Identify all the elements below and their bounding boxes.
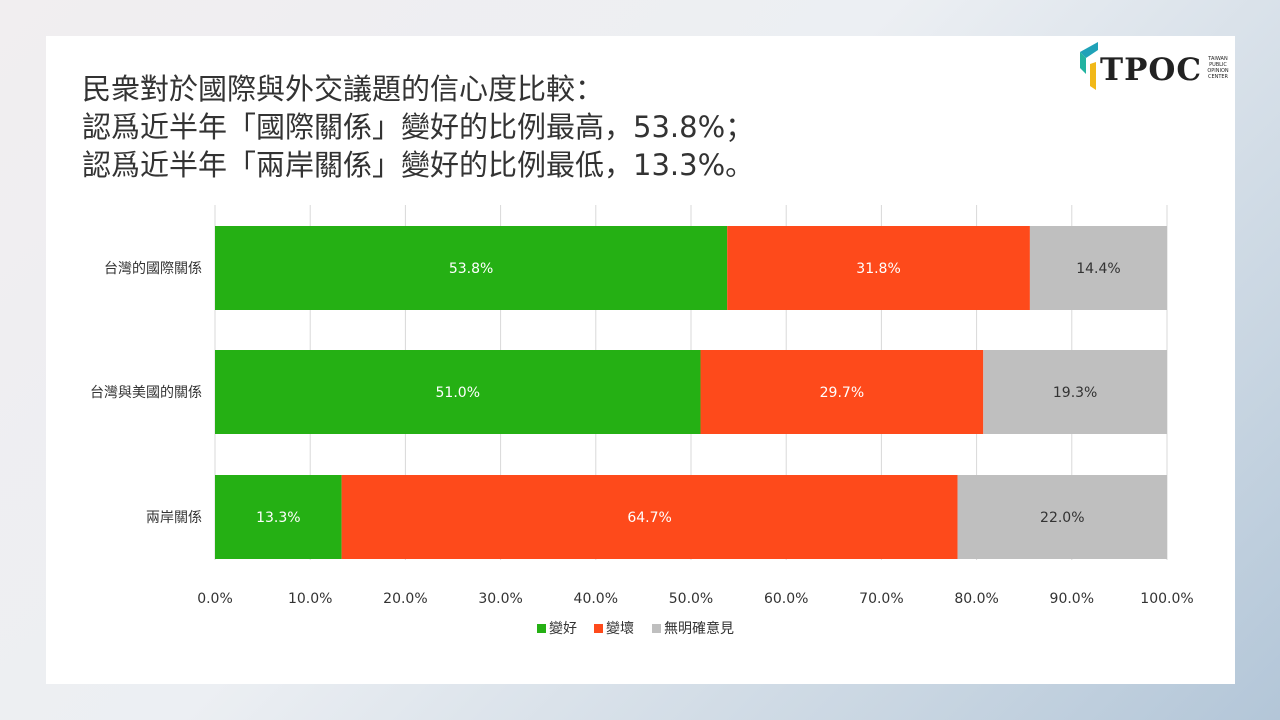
x-tick-label: 40.0% xyxy=(574,591,618,607)
logo-text: TPOC xyxy=(1100,52,1203,88)
data-label: 19.3% xyxy=(1053,385,1097,401)
bar-segment xyxy=(1029,226,1167,310)
legend-label: 無明確意見 xyxy=(664,620,734,637)
title-line-1: 民衆對於國際與外交議題的信心度比較： xyxy=(82,72,605,106)
tpoc-logo: TPOC TAIWAN PUBLIC OPINION CENTER xyxy=(1076,38,1231,92)
bar-segment xyxy=(215,226,728,310)
legend-label: 變好 xyxy=(549,621,577,637)
logo-mark-icon xyxy=(1080,42,1098,90)
data-label: 51.0% xyxy=(436,385,480,401)
x-tick-label: 0.0% xyxy=(197,591,233,607)
data-label: 53.8% xyxy=(449,261,493,277)
x-tick-label: 80.0% xyxy=(954,591,998,607)
x-tick-label: 100.0% xyxy=(1140,591,1193,607)
logo-subtext: TAIWAN PUBLIC OPINION CENTER xyxy=(1207,56,1229,80)
x-tick-label: 10.0% xyxy=(288,591,332,607)
category-label: 台灣與美國的關係 xyxy=(90,385,202,401)
legend-swatch xyxy=(594,624,603,633)
data-label: 22.0% xyxy=(1040,510,1084,526)
x-tick-label: 30.0% xyxy=(478,591,522,607)
data-label: 29.7% xyxy=(820,385,864,401)
x-tick-label: 20.0% xyxy=(383,591,427,607)
bar-segment xyxy=(983,350,1167,434)
bar-segment xyxy=(215,475,342,559)
legend-label: 變壞 xyxy=(606,621,634,637)
data-label: 14.4% xyxy=(1076,261,1120,277)
bar-segment xyxy=(700,350,984,434)
legend-swatch xyxy=(652,624,661,633)
slide-title: 民衆對於國際與外交議題的信心度比較： 認爲近半年「國際關係」變好的比例最高，53… xyxy=(82,70,754,184)
category-label: 台灣的國際關係 xyxy=(104,261,202,277)
title-line-2: 認爲近半年「國際關係」變好的比例最高，53.8%； xyxy=(82,110,755,144)
bar-segment xyxy=(341,475,958,559)
legend-swatch xyxy=(537,624,546,633)
data-label: 64.7% xyxy=(627,510,671,526)
bar-segment xyxy=(727,226,1030,310)
bar-segment xyxy=(957,475,1167,559)
x-tick-label: 50.0% xyxy=(669,591,713,607)
category-label: 兩岸關係 xyxy=(146,510,202,526)
x-tick-label: 90.0% xyxy=(1050,591,1094,607)
data-label: 13.3% xyxy=(256,510,300,526)
bar-segment xyxy=(215,350,701,434)
data-label: 31.8% xyxy=(856,261,900,277)
x-tick-label: 70.0% xyxy=(859,591,903,607)
x-tick-label: 60.0% xyxy=(764,591,808,607)
title-line-3: 認爲近半年「兩岸關係」變好的比例最低，13.3%。 xyxy=(82,148,755,182)
